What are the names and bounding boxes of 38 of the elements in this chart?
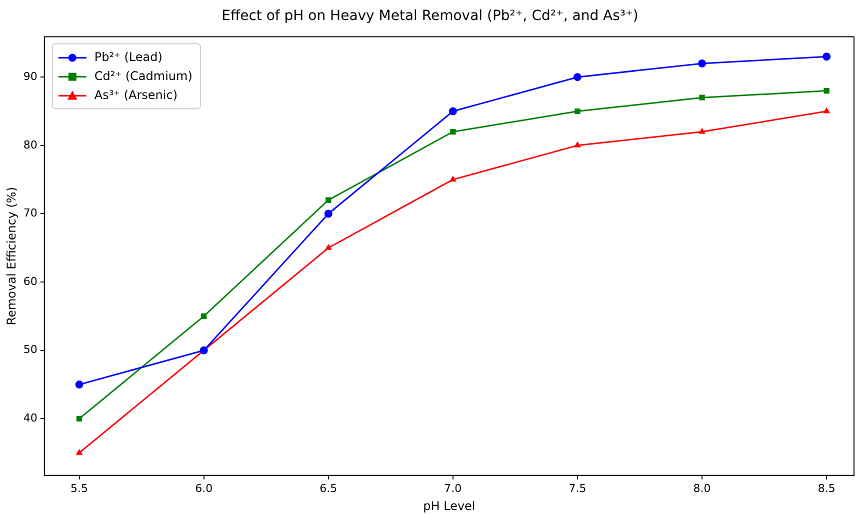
point — [324, 210, 332, 218]
point — [450, 128, 456, 135]
point — [698, 59, 706, 68]
y-tick-label: 40 — [23, 412, 38, 425]
point — [574, 141, 581, 148]
x-axis-title: pH Level — [423, 498, 476, 513]
point — [573, 73, 582, 82]
x-tick-label: 7.5 — [568, 482, 586, 495]
legend-label: As³⁺ (Arsenic) — [94, 88, 178, 102]
x-tick-label: 8.0 — [693, 482, 711, 495]
point — [76, 416, 82, 422]
point — [201, 313, 207, 320]
x-tick-label: 8.5 — [818, 482, 836, 495]
chart-title: Effect of pH on Heavy Metal Removal (Pb²⁺, Cd²⁺, and As³⁺) — [222, 8, 638, 24]
y-tick-label: 80 — [23, 138, 38, 152]
point — [574, 108, 580, 114]
point — [448, 107, 457, 116]
x-tick-label: 7.0 — [444, 482, 462, 495]
point — [823, 107, 830, 114]
point — [698, 128, 706, 134]
point — [75, 380, 84, 389]
point — [824, 88, 830, 94]
x-tick-label: 6.5 — [320, 482, 338, 495]
point — [324, 244, 332, 250]
y-tick-label: 70 — [23, 206, 38, 220]
point — [449, 176, 456, 182]
point — [76, 448, 83, 455]
legend-label: Pb²⁺ (Lead) — [94, 50, 162, 64]
x-tick-label: 6.0 — [195, 482, 213, 495]
point — [822, 52, 831, 61]
point — [699, 94, 705, 100]
y-tick-label: 90 — [23, 70, 38, 83]
y-tick-label: 50 — [23, 343, 38, 356]
point — [326, 197, 332, 203]
legend-label: Cd²⁺ (Cadmium) — [94, 68, 192, 83]
x-tick-label: 5.5 — [70, 482, 88, 495]
y-axis-title: Removal Efficiency (%) — [4, 187, 18, 326]
y-tick-label: 60 — [23, 274, 38, 288]
